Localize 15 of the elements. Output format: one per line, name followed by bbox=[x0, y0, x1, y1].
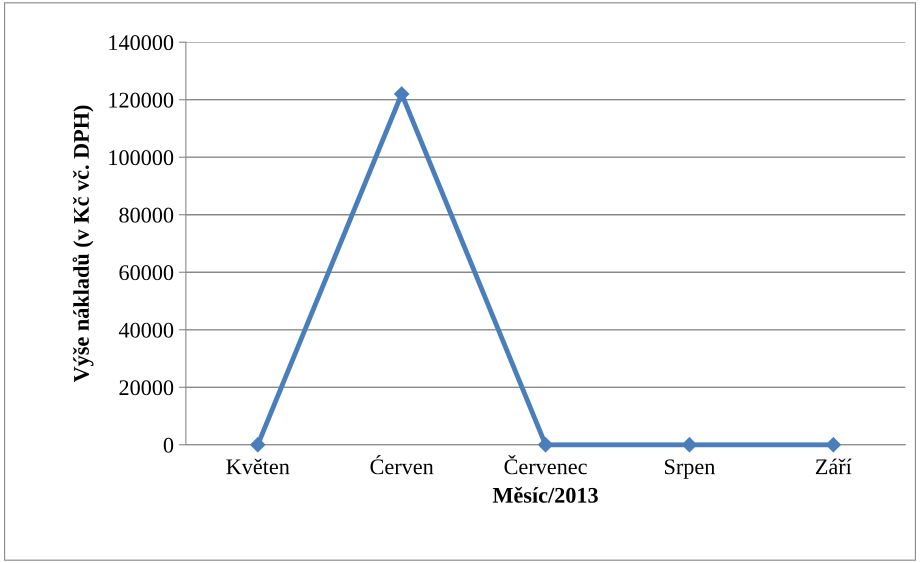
y-tick-label: 0 bbox=[164, 438, 174, 453]
y-tick-label: 80000 bbox=[119, 208, 174, 223]
y-tick-label: 120000 bbox=[109, 92, 174, 108]
x-tick-label: Srpen bbox=[665, 459, 716, 479]
y-axis-title: Výše nákladů (v Kč vč. DPH) bbox=[72, 106, 94, 382]
x-tick-label: Září bbox=[816, 458, 852, 474]
x-tick-label: Květen bbox=[226, 458, 290, 474]
y-tick-label: 40000 bbox=[118, 322, 174, 338]
x-axis-title: Měsíc/2013 bbox=[492, 486, 598, 503]
y-tick-label: 60000 bbox=[119, 265, 174, 280]
x-tick-label: Červenec bbox=[504, 455, 587, 474]
x-tick-label: Ćerven bbox=[370, 455, 434, 474]
y-tick-label: 140000 bbox=[109, 35, 174, 50]
y-tick-label: 20000 bbox=[119, 380, 174, 396]
y-tick-label: 100000 bbox=[109, 150, 174, 166]
